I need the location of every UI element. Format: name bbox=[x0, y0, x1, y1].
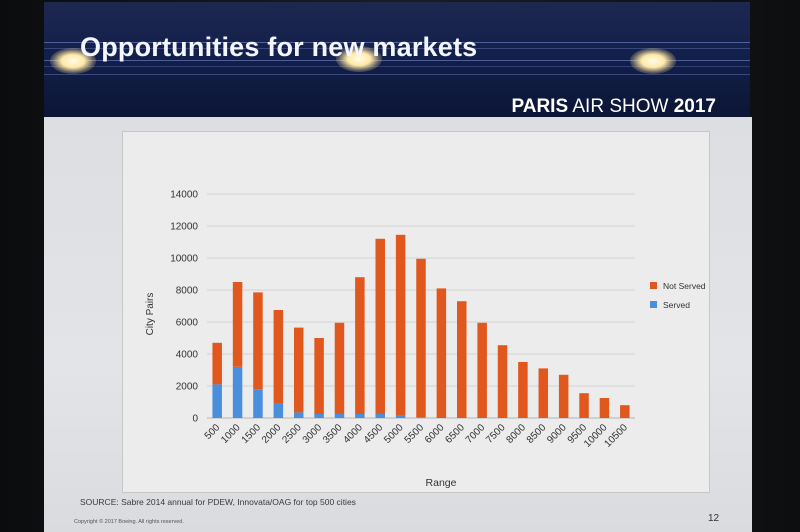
x-tick-label: 4500 bbox=[362, 422, 386, 446]
legend-label: Served bbox=[663, 300, 690, 310]
ceiling-light bbox=[630, 48, 676, 74]
x-tick-label: 8500 bbox=[525, 422, 549, 446]
chart-frame: 0 2000 4000 6000 8000 10000 12000 14000 500 1000 1… bbox=[122, 131, 710, 493]
bar-served bbox=[334, 414, 345, 418]
chart: 0200040006000800010000120001400050010001… bbox=[145, 190, 706, 490]
x-tick-label: 5000 bbox=[382, 422, 406, 446]
x-tick-label: 7000 bbox=[464, 422, 488, 446]
y-tick-label: 8000 bbox=[176, 286, 199, 297]
bar-served bbox=[375, 414, 385, 418]
x-tick-label: 9000 bbox=[545, 422, 569, 446]
x-tick-label: 3000 bbox=[301, 422, 325, 446]
y-tick-label: 2000 bbox=[176, 382, 199, 393]
x-tick-label: 8000 bbox=[505, 422, 529, 446]
ceiling-light bbox=[50, 48, 96, 74]
bar-served bbox=[293, 412, 304, 418]
x-tick-label: 2000 bbox=[260, 422, 284, 446]
bar-served bbox=[253, 389, 263, 418]
bar-not-served bbox=[314, 338, 324, 414]
bar-not-served bbox=[518, 362, 528, 418]
bar-served bbox=[355, 414, 365, 418]
event-brand-air-show: AIR SHOW bbox=[568, 96, 674, 117]
bar-served bbox=[273, 403, 284, 418]
bar-not-served bbox=[416, 258, 426, 418]
x-tick-label: 6500 bbox=[443, 422, 467, 446]
bar-not-served bbox=[375, 238, 385, 414]
bar-not-served bbox=[355, 277, 365, 414]
bar-not-served bbox=[293, 327, 304, 413]
bar-not-served bbox=[457, 301, 467, 418]
x-tick-label: 4000 bbox=[341, 422, 365, 446]
x-tick-label: 6000 bbox=[423, 422, 447, 446]
x-tick-label: 2500 bbox=[280, 422, 304, 446]
legend-swatch bbox=[650, 301, 657, 308]
bar-not-served bbox=[497, 345, 508, 418]
slide-body: 0 2000 4000 6000 8000 10000 12000 14000 500 1000 1… bbox=[44, 117, 752, 532]
bar-not-served bbox=[395, 234, 406, 416]
bar-served bbox=[416, 417, 426, 418]
y-tick-label: 0 bbox=[192, 414, 198, 425]
bar-not-served bbox=[334, 322, 345, 414]
bar-not-served bbox=[232, 282, 243, 367]
bar-served bbox=[395, 415, 406, 418]
bar-not-served bbox=[436, 288, 447, 418]
bar-not-served bbox=[212, 342, 222, 385]
bar-not-served bbox=[558, 374, 569, 418]
x-axis-title: Range bbox=[426, 477, 457, 489]
y-tick-label: 12000 bbox=[170, 222, 198, 233]
bar-served bbox=[212, 384, 222, 418]
copyright-text: Copyright © 2017 Boeing. All rights rese… bbox=[74, 519, 184, 525]
y-tick-label: 14000 bbox=[170, 190, 198, 201]
bar-not-served bbox=[579, 393, 589, 418]
slide-header: Opportunities for new markets PARIS AIR … bbox=[44, 2, 750, 117]
source-note: SOURCE: Sabre 2014 annual for PDEW, Inno… bbox=[80, 497, 356, 507]
bar-not-served bbox=[599, 398, 610, 418]
bar-not-served bbox=[273, 310, 284, 404]
bar-not-served bbox=[253, 292, 263, 390]
x-tick-label: 5500 bbox=[403, 422, 427, 446]
event-brand-paris: PARIS bbox=[511, 96, 569, 117]
bar-not-served bbox=[538, 368, 549, 418]
x-tick-label: 1000 bbox=[219, 422, 243, 446]
page-number: 12 bbox=[708, 513, 720, 524]
bar-not-served bbox=[620, 405, 630, 418]
y-axis-title: City Pairs bbox=[145, 293, 156, 336]
bar-served bbox=[232, 366, 243, 418]
y-tick-label: 10000 bbox=[170, 254, 198, 265]
slide-title: Opportunities for new markets bbox=[80, 32, 478, 62]
ceiling-light bbox=[336, 46, 382, 72]
event-brand-year: 2017 bbox=[673, 96, 716, 117]
x-tick-label: 1500 bbox=[240, 422, 264, 446]
legend-swatch bbox=[650, 282, 657, 289]
y-tick-label: 6000 bbox=[176, 318, 199, 329]
y-tick-label: 4000 bbox=[176, 350, 199, 361]
bar-not-served bbox=[477, 322, 487, 418]
x-tick-label: 10500 bbox=[602, 422, 630, 450]
event-brand: PARIS AIR SHOW 2017 bbox=[511, 96, 716, 117]
x-tick-label: 7500 bbox=[484, 422, 508, 446]
x-tick-label: 3500 bbox=[321, 422, 345, 446]
legend-label: Not Served bbox=[663, 281, 706, 291]
bar-served bbox=[314, 414, 324, 418]
